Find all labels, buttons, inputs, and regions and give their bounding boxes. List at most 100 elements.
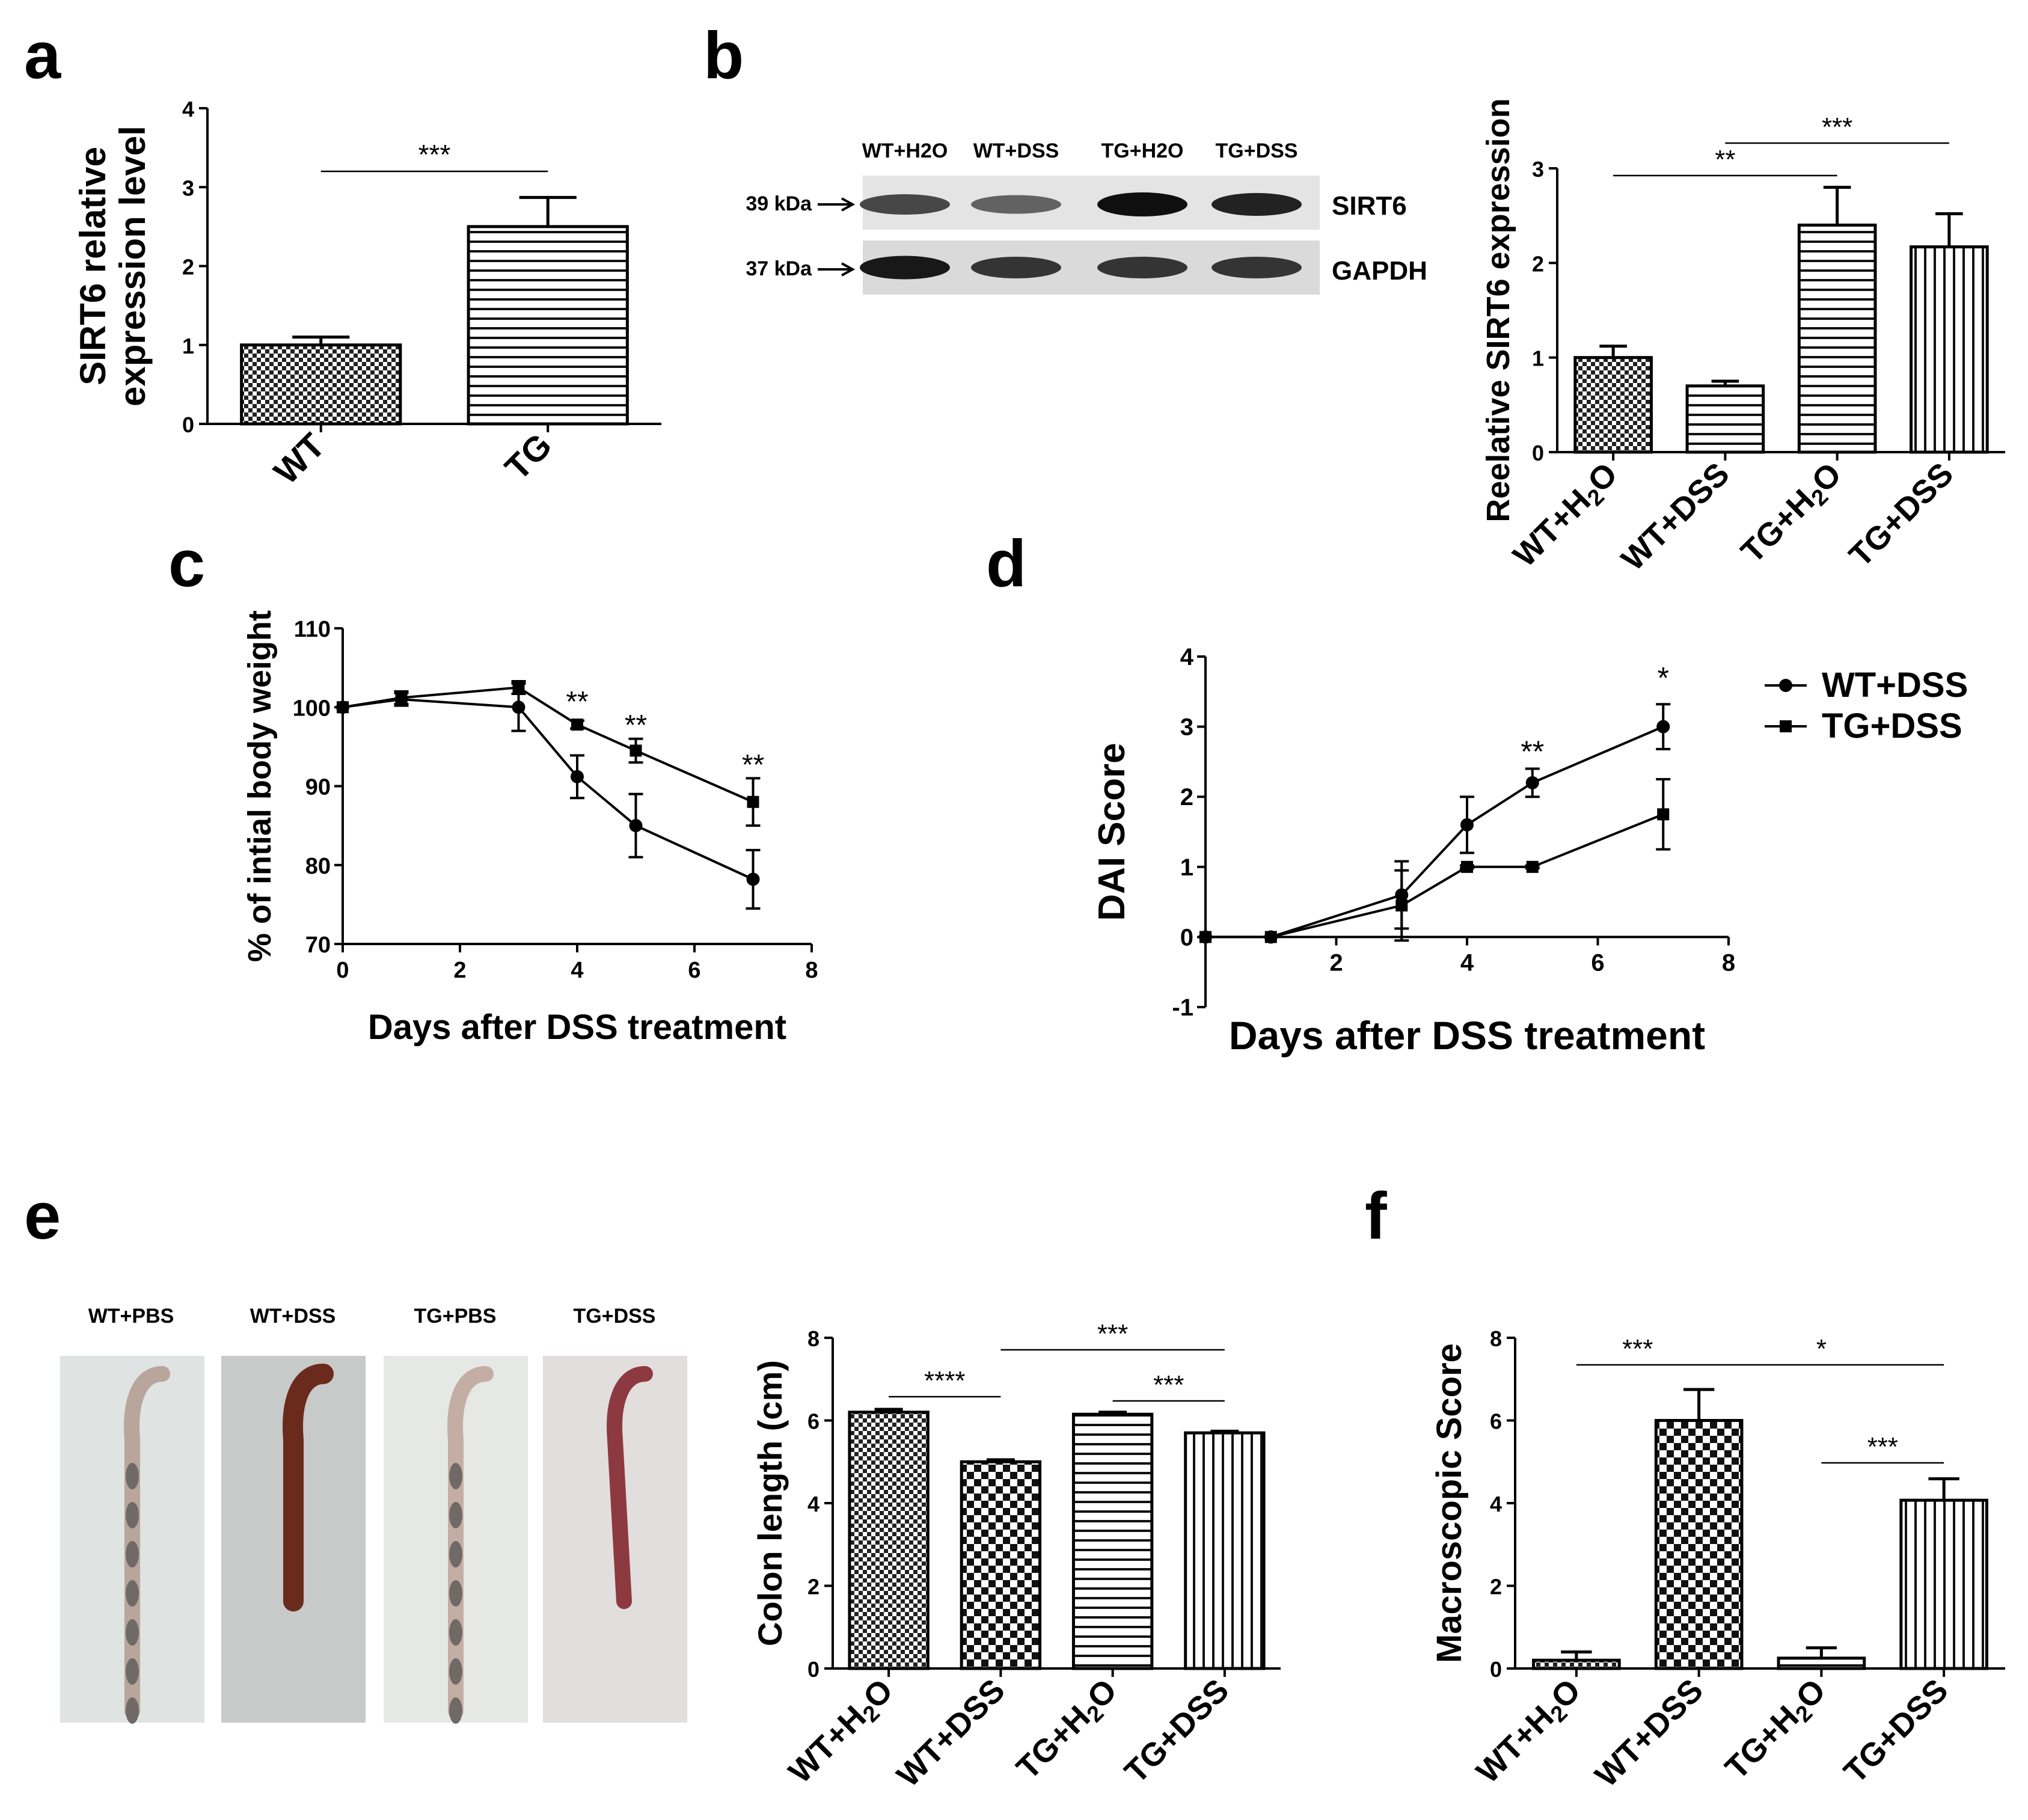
x-tick-label: WT+DSS	[1614, 456, 1736, 578]
y-tick-label: 8	[1490, 1326, 1502, 1351]
bar	[240, 343, 402, 426]
y-axis-label: Reelative SIRT6 expression	[1480, 98, 1516, 522]
y-tick-label: 4	[1490, 1492, 1502, 1516]
significance-label: ***	[1622, 1334, 1653, 1364]
panel-label-c: c	[168, 527, 205, 601]
x-tick-label: 8	[805, 958, 818, 983]
x-tick-label: TG+DSS	[1118, 1672, 1236, 1790]
panel-label-b: b	[703, 19, 744, 93]
data-point-circle	[1460, 818, 1474, 832]
data-point-circle	[1525, 776, 1539, 789]
legend-marker	[1780, 720, 1792, 732]
y-tick-label: 0	[1490, 1657, 1502, 1682]
fecal-pellet	[126, 1502, 139, 1528]
data-point-square	[1199, 931, 1212, 943]
y-tick-label: 0	[1180, 924, 1193, 951]
bar	[1899, 1498, 1988, 1670]
x-tick-label: TG	[498, 426, 560, 488]
arrow-right-icon	[818, 197, 856, 212]
x-axis-label: Days after DSS treatment	[1229, 1013, 1705, 1058]
photo-label: TG+PBS	[414, 1305, 497, 1328]
significance-label: ***	[418, 139, 451, 170]
y-tick-label: 2	[182, 255, 194, 280]
y-tick-label: 110	[294, 617, 331, 642]
x-tick-label: TG+H2O	[1009, 1672, 1127, 1789]
panel-label-f: f	[1365, 1179, 1387, 1253]
chart-panel-e: 02468WT+H2OWT+DSSTG+H2OTG+DSS**********C…	[751, 1319, 1281, 1794]
bar	[1797, 223, 1877, 454]
significance-label: **	[1521, 735, 1544, 768]
fecal-pellet	[449, 1541, 462, 1567]
colon-tissue	[124, 1366, 170, 1720]
data-point-circle	[1656, 720, 1670, 734]
significance-label: *	[1816, 1334, 1827, 1364]
significance-label: ***	[1097, 1319, 1128, 1349]
chart-panel-a: 0 1 2 3 4 WT TG *** SIRT6 relative expression lev…	[73, 97, 661, 492]
x-tick-label: WT+H2O	[1506, 456, 1627, 577]
y-axis-label: Colon length (cm)	[751, 1360, 789, 1646]
significance-label: ***	[1822, 112, 1852, 142]
blot-lane-label: TG+DSS	[1216, 139, 1298, 162]
bar	[1184, 1431, 1266, 1670]
chart-panel-c: 70 80 90 100 110 0 2 4 6 8 ** ** ** Days after DSS tr…	[242, 610, 818, 1047]
y-tick-label: 1	[182, 334, 194, 358]
x-tick-label: 0	[336, 958, 349, 983]
panel-label-e: e	[24, 1179, 61, 1253]
y-tick-label: 1	[1180, 854, 1193, 881]
legend-label: WT+DSS	[1822, 666, 1968, 705]
significance-label: *	[1658, 661, 1669, 694]
bar	[1777, 1656, 1866, 1670]
blot-lane-label: TG+H2O	[1101, 139, 1184, 162]
significance-label: ***	[1867, 1432, 1898, 1462]
blot-marker-sirt6: 39 kDa	[746, 192, 812, 215]
x-tick-label: 2	[1329, 949, 1343, 976]
significance-label: **	[742, 749, 764, 781]
x-tick-label: 6	[1591, 949, 1604, 976]
blot-band	[1212, 257, 1302, 278]
photo-label: WT+PBS	[88, 1305, 174, 1328]
series-line	[1205, 725, 1664, 939]
photo-label: TG+DSS	[574, 1305, 656, 1328]
blot-band	[1097, 257, 1187, 278]
y-axis-label: expression level	[112, 126, 153, 406]
x-axis-label: Days after DSS treatment	[368, 1008, 786, 1047]
bar	[1573, 356, 1653, 454]
data-point-square	[1395, 899, 1408, 912]
significance-label: ****	[924, 1366, 966, 1396]
y-tick-label: 1	[1532, 346, 1544, 371]
x-tick-label: TG+DSS	[1842, 456, 1960, 574]
y-tick-label: 3	[1180, 714, 1193, 741]
legend-marker	[1779, 679, 1792, 692]
y-tick-label: 6	[807, 1409, 819, 1434]
chart-panel-b: 0123WT+H2OWT+DSSTG+H2OTG+DSS*****Reelati…	[1480, 98, 2005, 578]
data-point-square	[395, 691, 408, 704]
data-point-square	[1657, 808, 1670, 821]
x-tick-label: WT+DSS	[1588, 1672, 1711, 1794]
significance-label: ***	[1153, 1370, 1184, 1400]
bar	[1685, 384, 1765, 454]
blot-band	[971, 257, 1061, 278]
y-tick-label: 2	[1180, 784, 1193, 810]
y-tick-label: 2	[1532, 251, 1544, 276]
significance-label: **	[566, 686, 588, 718]
data-point-circle	[512, 700, 525, 714]
x-tick-label: 4	[1460, 949, 1474, 976]
blot-band	[860, 256, 950, 280]
y-tick-label: 2	[807, 1575, 819, 1599]
fecal-pellet	[449, 1502, 462, 1528]
fecal-pellet	[449, 1697, 462, 1724]
x-tick-label: WT+DSS	[890, 1672, 1012, 1794]
fecal-pellet	[126, 1580, 139, 1607]
series-line	[342, 698, 754, 881]
bar	[1654, 1419, 1744, 1670]
y-axis-label: % of intial body weight	[242, 610, 278, 962]
data-point-square	[1264, 931, 1277, 943]
fecal-pellet	[126, 1697, 139, 1724]
data-point-square	[512, 681, 525, 694]
fecal-pellet	[449, 1580, 462, 1607]
y-tick-label: 3	[1532, 157, 1544, 182]
bar	[1071, 1412, 1154, 1670]
bar	[960, 1460, 1042, 1670]
data-point-square	[1526, 860, 1539, 873]
